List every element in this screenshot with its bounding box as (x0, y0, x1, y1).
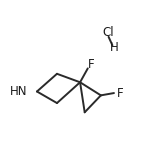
Text: F: F (117, 87, 123, 100)
Text: HN: HN (10, 85, 28, 98)
Text: F: F (88, 58, 95, 71)
Text: H: H (110, 41, 118, 54)
Text: Cl: Cl (103, 26, 114, 39)
